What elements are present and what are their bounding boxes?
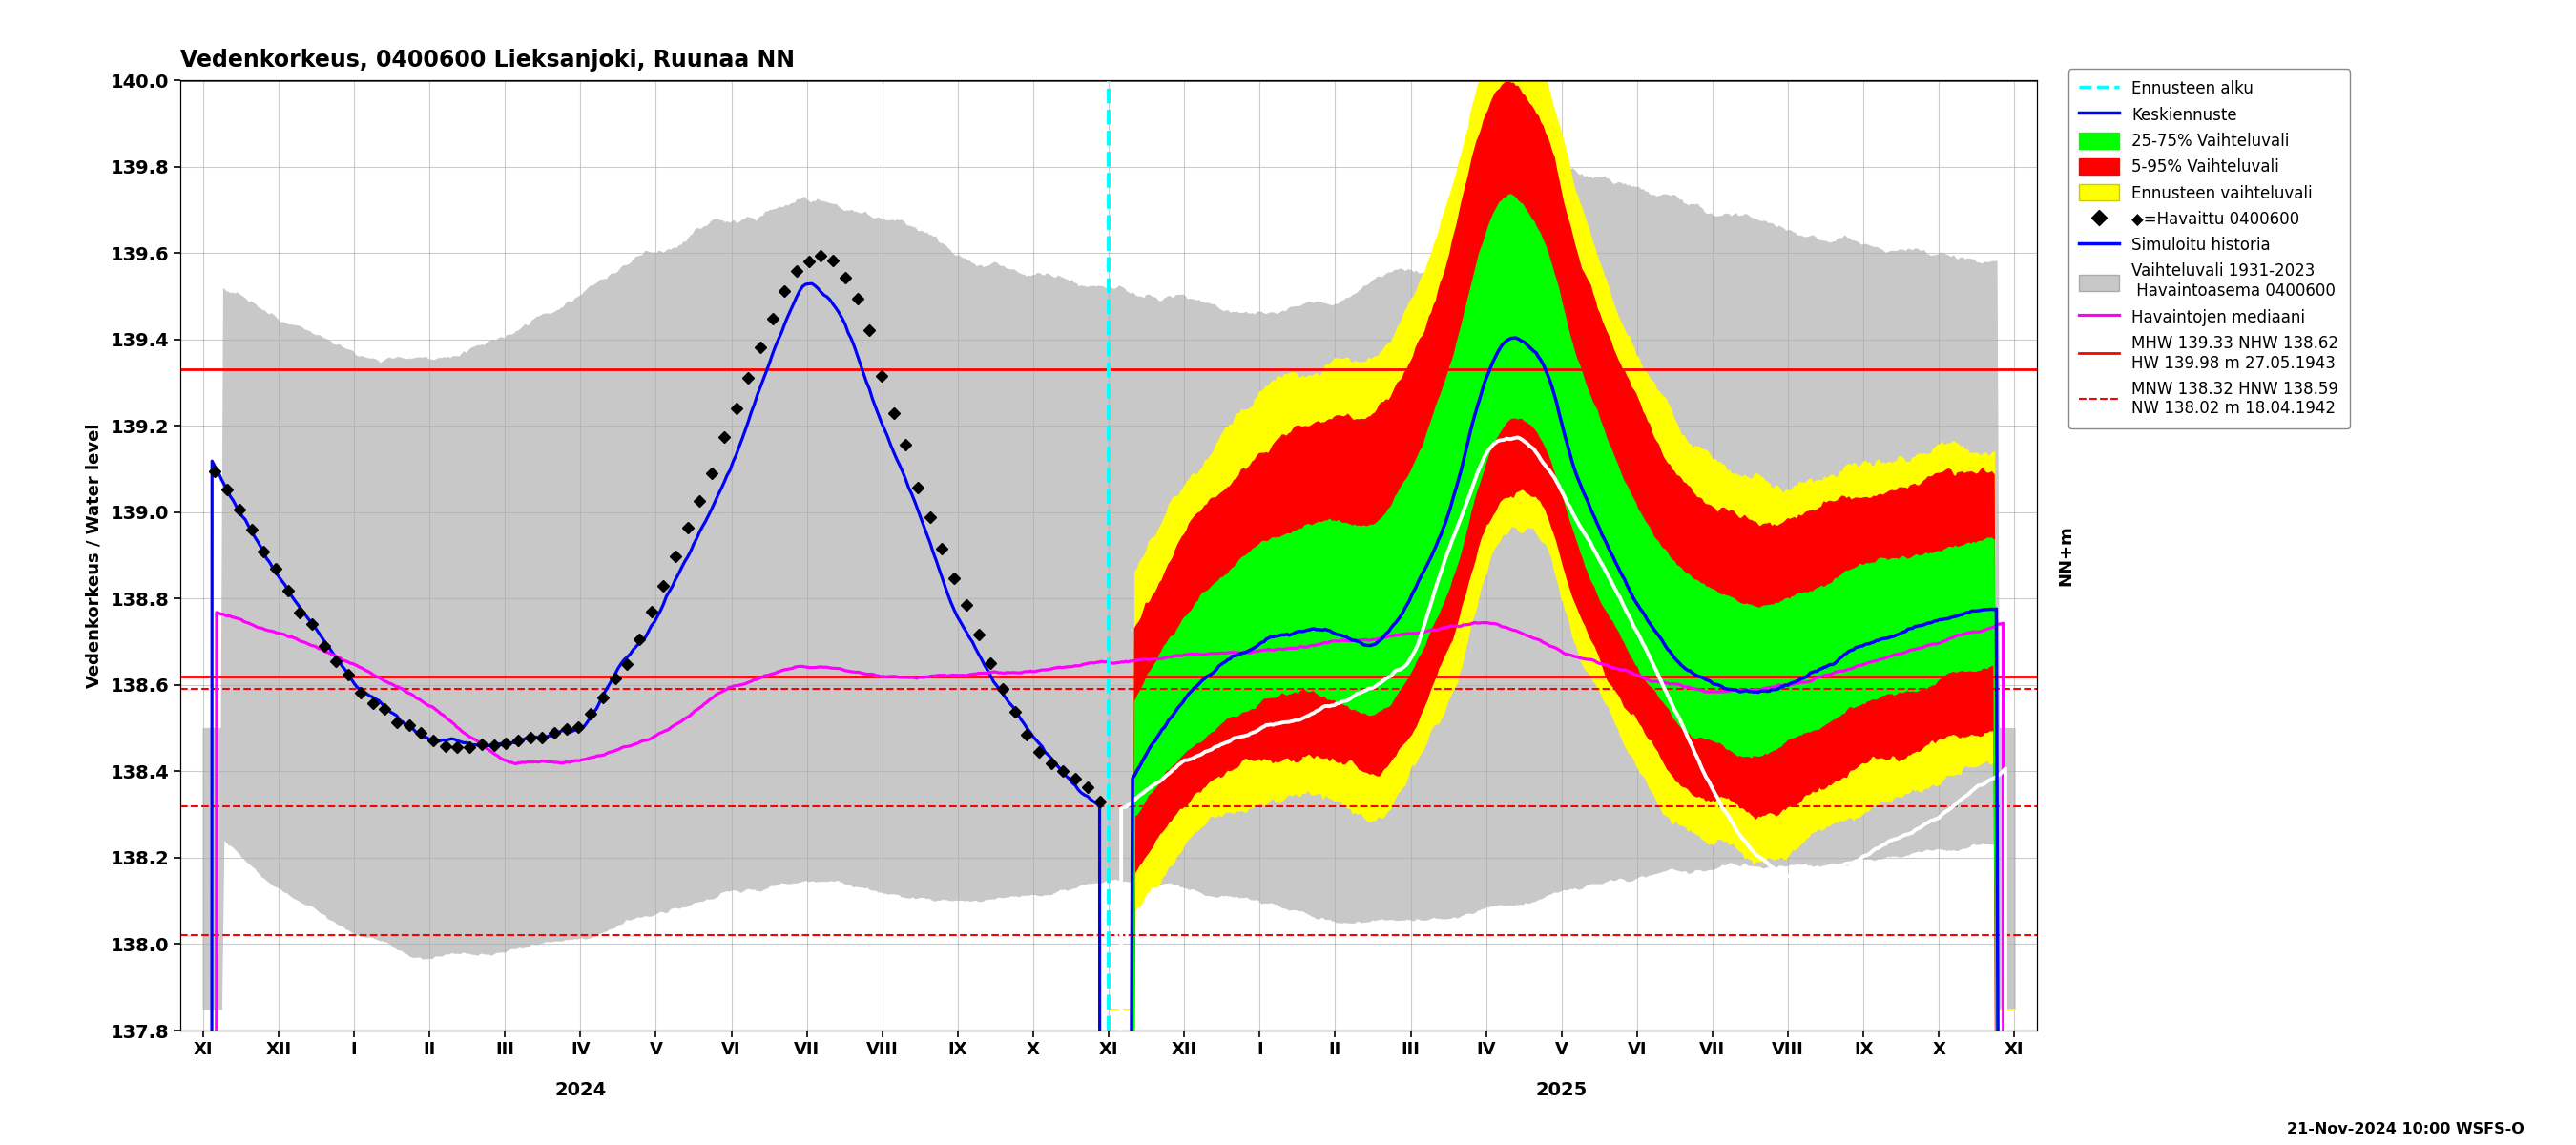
Text: 2025: 2025 xyxy=(1535,1081,1587,1099)
Y-axis label: NN+m: NN+m xyxy=(2058,524,2074,586)
Legend: Ennusteen alku, Keskiennuste, 25-75% Vaihteluvali, 5-95% Vaihteluvali, Ennusteen: Ennusteen alku, Keskiennuste, 25-75% Vai… xyxy=(2069,69,2349,428)
Text: 21-Nov-2024 10:00 WSFS-O: 21-Nov-2024 10:00 WSFS-O xyxy=(2287,1122,2524,1136)
Y-axis label: Vedenkorkeus / Water level: Vedenkorkeus / Water level xyxy=(85,423,103,688)
Text: Vedenkorkeus, 0400600 Lieksanjoki, Ruunaa NN: Vedenkorkeus, 0400600 Lieksanjoki, Ruuna… xyxy=(180,49,796,72)
Text: 2024: 2024 xyxy=(554,1081,605,1099)
